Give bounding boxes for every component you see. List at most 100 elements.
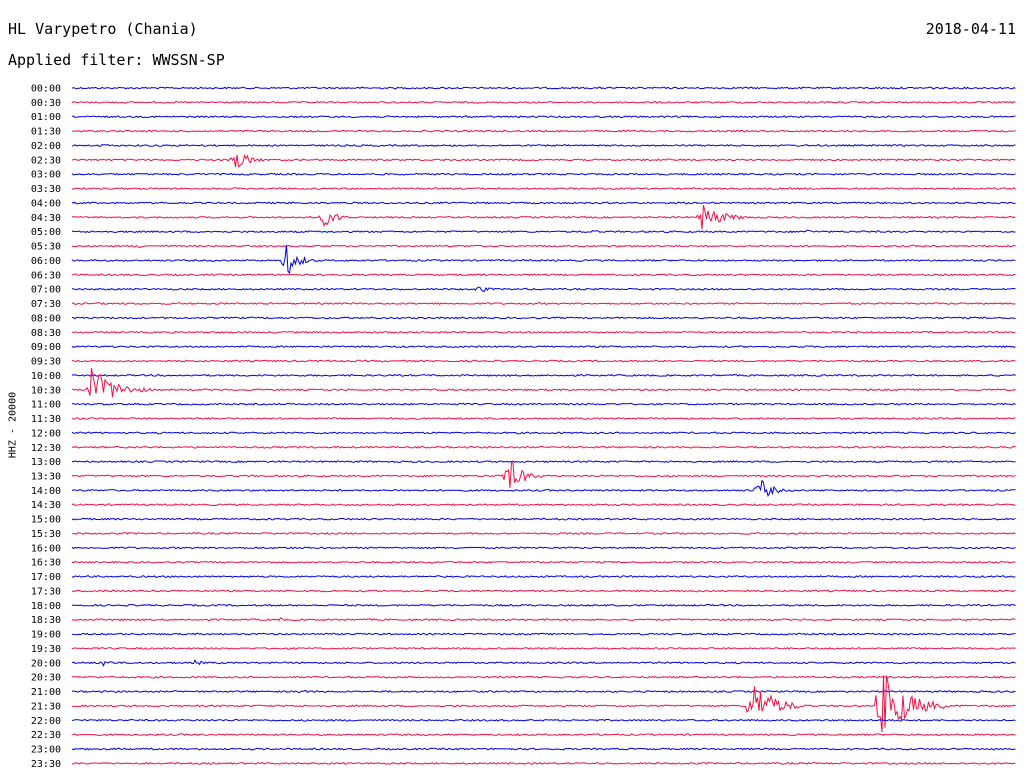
trace-line xyxy=(71,747,1016,751)
trace-line xyxy=(71,153,1016,168)
trace-line xyxy=(71,359,1016,363)
row-time-label: 07:00 xyxy=(31,285,61,296)
row-time-label: 16:30 xyxy=(31,558,61,569)
row-time-label: 17:30 xyxy=(31,586,61,597)
trace-line xyxy=(71,632,1016,636)
row-time-label: 08:00 xyxy=(31,313,61,324)
traces-group xyxy=(71,86,1016,765)
row-time-label: 22:30 xyxy=(31,730,61,741)
row-time-label: 12:00 xyxy=(31,428,61,439)
trace-line xyxy=(71,86,1016,90)
trace-line xyxy=(71,172,1016,176)
row-time-label: 09:30 xyxy=(31,357,61,368)
trace-line xyxy=(71,368,1016,398)
trace-line xyxy=(71,647,1016,650)
trace-line xyxy=(71,115,1016,119)
row-time-label: 01:30 xyxy=(31,127,61,138)
row-time-label: 02:30 xyxy=(31,155,61,166)
trace-line xyxy=(71,659,1016,667)
date-label: 2018-04-11 xyxy=(925,20,1016,38)
trace-line xyxy=(71,733,1016,737)
trace-line xyxy=(71,603,1016,607)
trace-line xyxy=(71,575,1016,579)
row-time-label: 10:00 xyxy=(31,371,61,382)
row-time-label: 20:00 xyxy=(31,658,61,669)
row-time-label: 03:30 xyxy=(31,184,61,195)
trace-line xyxy=(71,517,1016,521)
tick-labels-group: 00:00 00:30 01:00 01:30 02:00 02:30 03:00 03:30… xyxy=(31,84,61,770)
row-time-label: 19:00 xyxy=(31,630,61,641)
trace-line xyxy=(71,201,1016,205)
row-time-label: 04:00 xyxy=(31,198,61,209)
row-time-label: 23:30 xyxy=(31,759,61,770)
row-time-label: 13:00 xyxy=(31,457,61,468)
trace-line xyxy=(71,100,1016,104)
trace-line xyxy=(71,373,1016,377)
trace-line xyxy=(71,143,1016,147)
row-time-label: 23:00 xyxy=(31,745,61,756)
trace-line xyxy=(71,589,1016,593)
row-time-label: 13:30 xyxy=(31,471,61,482)
trace-line xyxy=(71,229,1016,234)
trace-line xyxy=(71,187,1016,191)
row-time-label: 05:30 xyxy=(31,242,61,253)
trace-line xyxy=(71,689,1016,694)
trace-line xyxy=(72,761,1016,765)
trace-line xyxy=(71,445,1016,449)
trace-line xyxy=(71,546,1016,550)
trace-line xyxy=(71,205,1016,230)
row-time-label: 01:00 xyxy=(31,112,61,123)
trace-line xyxy=(71,316,1016,320)
row-time-label: 07:30 xyxy=(31,299,61,310)
row-time-label: 21:00 xyxy=(31,687,61,698)
trace-line xyxy=(71,460,1016,488)
trace-line xyxy=(71,345,1016,349)
trace-line xyxy=(71,244,1016,249)
trace-line xyxy=(71,617,1016,622)
row-time-label: 05:00 xyxy=(31,227,61,238)
trace-line xyxy=(72,675,1016,733)
row-time-label: 12:30 xyxy=(31,443,61,454)
row-time-label: 02:00 xyxy=(31,141,61,152)
row-time-label: 22:00 xyxy=(31,716,61,727)
row-time-label: 08:30 xyxy=(31,328,61,339)
trace-line xyxy=(71,503,1016,507)
row-time-label: 03:00 xyxy=(31,170,61,181)
row-time-label: 15:30 xyxy=(31,529,61,540)
station-title: HL Varypetro (Chania) xyxy=(8,20,198,38)
trace-line xyxy=(71,718,1016,722)
row-time-label: 06:30 xyxy=(31,270,61,281)
trace-line xyxy=(71,417,1016,420)
row-time-label: 19:30 xyxy=(31,644,61,655)
trace-line xyxy=(71,330,1016,334)
row-time-label: 14:00 xyxy=(31,486,61,497)
row-time-label: 09:00 xyxy=(31,342,61,353)
row-time-label: 16:00 xyxy=(31,543,61,554)
row-time-label: 18:00 xyxy=(31,601,61,612)
trace-line xyxy=(71,479,1016,498)
trace-line xyxy=(71,531,1016,535)
row-time-label: 14:30 xyxy=(31,500,61,511)
row-time-label: 10:30 xyxy=(31,385,61,396)
trace-line xyxy=(71,675,1016,679)
trace-line xyxy=(71,302,1016,305)
row-time-label: 18:30 xyxy=(31,615,61,626)
trace-line xyxy=(71,560,1016,565)
trace-line xyxy=(71,273,1016,277)
trace-line xyxy=(71,129,1016,133)
filter-label: Applied filter: WWSSN-SP xyxy=(8,51,225,69)
row-time-label: 06:00 xyxy=(31,256,61,267)
row-time-label: 04:30 xyxy=(31,213,61,224)
row-time-label: 20:30 xyxy=(31,673,61,684)
trace-line xyxy=(71,431,1016,435)
row-time-label: 17:00 xyxy=(31,572,61,583)
trace-line xyxy=(71,402,1016,406)
row-time-label: 15:00 xyxy=(31,515,61,526)
trace-line xyxy=(71,460,1016,464)
trace-line xyxy=(71,244,1016,275)
row-time-label: 00:00 xyxy=(31,84,61,95)
trace-line xyxy=(72,286,1016,292)
row-time-label: 21:30 xyxy=(31,701,61,712)
row-time-label: 11:30 xyxy=(31,414,61,425)
